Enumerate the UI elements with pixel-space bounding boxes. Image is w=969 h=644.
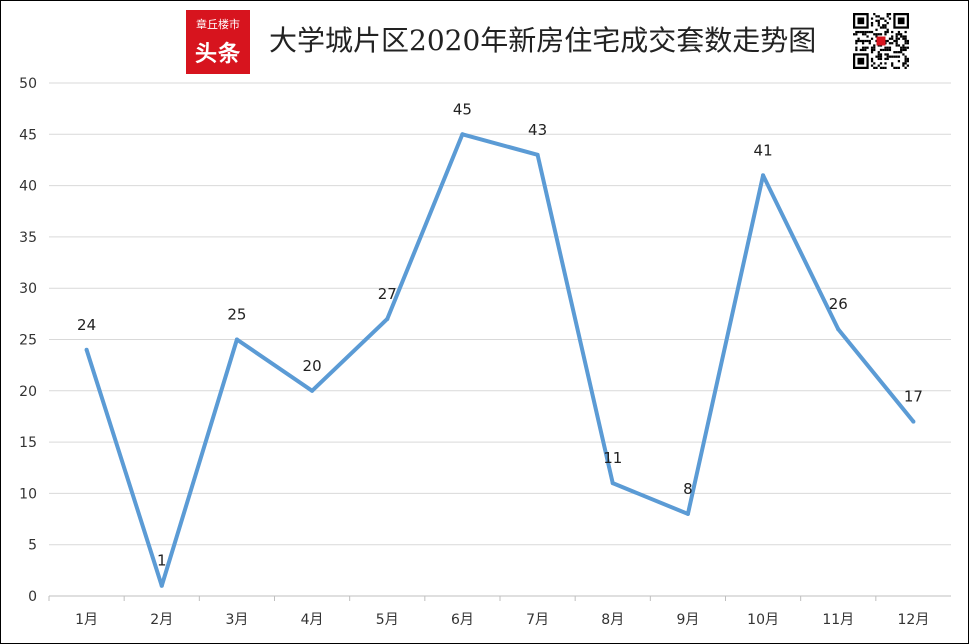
x-tick-label: 2月 [150,612,173,628]
data-label: 43 [528,121,547,139]
data-label: 17 [904,388,923,406]
x-tick-label: 1月 [75,612,98,628]
y-tick-label: 15 [19,435,37,451]
y-tick-label: 50 [19,76,37,92]
data-point [310,388,315,393]
data-point [385,316,390,321]
data-label: 8 [683,480,693,498]
data-point [460,132,465,137]
y-tick-label: 30 [19,281,37,297]
data-point [159,583,164,588]
data-label: 41 [754,141,773,159]
y-axis: 0 5 10 15 20 25 30 35 40 45 50 [19,76,37,605]
data-label: 26 [829,295,848,313]
data-point [685,511,690,516]
data-labels: 24 1 25 20 27 45 43 11 8 41 26 17 [77,100,923,588]
x-tick-label: 6月 [451,612,474,628]
x-tick-label: 7月 [526,612,549,628]
qr-code-icon [853,13,909,69]
toutiao-logo: 章丘楼市 头条 [186,10,250,74]
x-tick-label: 12月 [898,612,930,628]
data-label: 20 [303,357,322,375]
y-tick-label: 25 [19,333,37,349]
y-tick-label: 45 [19,127,37,143]
data-point [84,347,89,352]
y-tick-label: 40 [19,179,37,195]
logo-line1: 章丘楼市 [196,18,240,31]
y-tick-label: 20 [19,384,37,400]
x-axis: 1月 2月 3月 4月 5月 6月 7月 8月 9月 10月 11月 12月 [48,596,930,628]
logo-line2: 头条 [194,42,241,67]
data-point [836,327,841,332]
y-tick-label: 10 [19,486,37,502]
data-label: 24 [77,316,96,334]
y-tick-label: 5 [28,538,37,554]
x-tick-label: 3月 [225,612,248,628]
data-label: 1 [157,552,167,570]
data-label: 25 [227,306,246,324]
x-tick-label: 10月 [747,612,779,628]
data-label: 11 [603,449,622,467]
data-label: 27 [378,285,397,303]
y-tick-label: 35 [19,230,37,246]
chart-title: 大学城片区2020年新房住宅成交套数走势图 [269,24,817,57]
data-point [761,173,766,178]
data-point [234,337,239,342]
series-line [84,132,915,588]
data-label: 45 [453,100,472,118]
x-tick-label: 11月 [822,612,854,628]
y-tick-label: 0 [28,589,37,605]
x-tick-label: 9月 [676,612,699,628]
data-point [535,152,540,157]
x-tick-label: 4月 [301,612,324,628]
x-tick-label: 5月 [376,612,399,628]
x-tick-label: 8月 [601,612,624,628]
gridlines [49,82,951,597]
data-point [610,481,615,486]
data-point [911,419,916,424]
